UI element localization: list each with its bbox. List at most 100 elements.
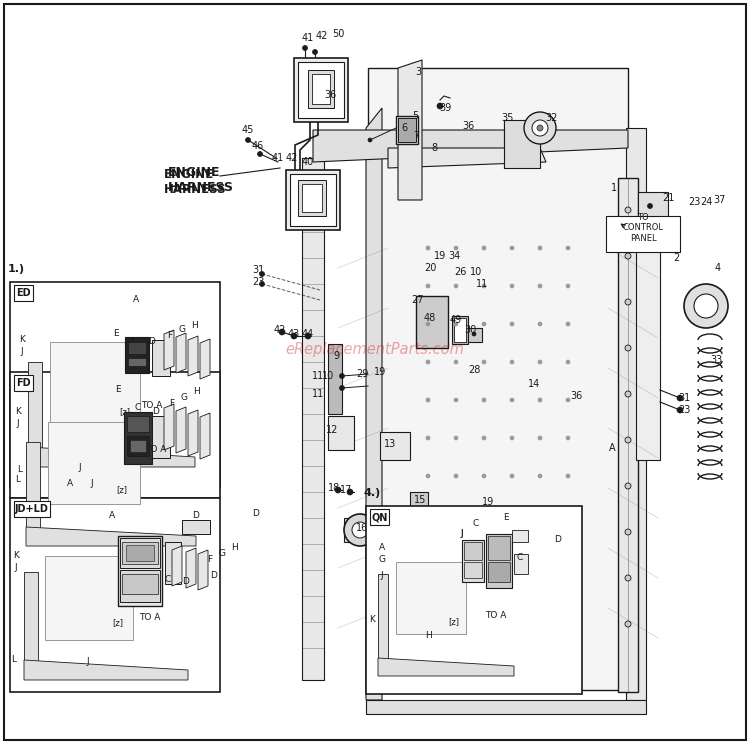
Circle shape [482, 474, 486, 478]
Polygon shape [188, 410, 198, 456]
Text: 11: 11 [476, 279, 488, 289]
Bar [182, 520, 210, 534]
Text: 32: 32 [546, 113, 558, 123]
Bar [120, 570, 160, 602]
Bar [606, 216, 680, 252]
Text: 10: 10 [470, 267, 482, 277]
Circle shape [677, 407, 683, 413]
Polygon shape [28, 362, 42, 450]
Circle shape [510, 512, 514, 516]
Text: A: A [67, 479, 73, 489]
Bar [45, 556, 133, 640]
Circle shape [532, 120, 548, 136]
Text: 23: 23 [252, 277, 264, 287]
Circle shape [426, 436, 430, 440]
Polygon shape [380, 432, 410, 460]
Circle shape [32, 431, 38, 437]
Bar [48, 422, 140, 504]
Polygon shape [636, 220, 660, 460]
Text: 7: 7 [413, 131, 419, 141]
Bar [286, 170, 340, 230]
Bar [464, 562, 482, 578]
Bar [396, 116, 418, 144]
Circle shape [426, 512, 430, 516]
Circle shape [115, 607, 121, 613]
Text: 23: 23 [678, 405, 690, 415]
Bar [124, 412, 152, 464]
Text: 39: 39 [439, 103, 452, 113]
Circle shape [538, 398, 542, 402]
Bar [128, 342, 146, 354]
Bar [14, 501, 50, 517]
Bar [410, 492, 428, 556]
Circle shape [335, 487, 341, 493]
Bar [462, 540, 484, 582]
Circle shape [454, 360, 458, 364]
Circle shape [257, 152, 262, 156]
Text: 2.): 2.) [8, 354, 26, 364]
Polygon shape [368, 68, 628, 690]
Text: 20: 20 [482, 509, 494, 519]
Circle shape [426, 322, 430, 326]
Polygon shape [366, 700, 646, 714]
Text: 16: 16 [356, 523, 368, 533]
Bar [396, 562, 466, 634]
Text: 42: 42 [286, 153, 298, 163]
Bar [416, 296, 448, 348]
Text: ENGINE
HARNESS: ENGINE HARNESS [168, 166, 234, 194]
Text: 27: 27 [412, 295, 424, 305]
Polygon shape [200, 339, 210, 379]
Polygon shape [378, 574, 388, 661]
Circle shape [566, 322, 570, 326]
Polygon shape [626, 128, 646, 700]
Text: F: F [167, 332, 172, 341]
Circle shape [625, 437, 631, 443]
Text: 49: 49 [450, 315, 462, 325]
Bar [452, 316, 468, 344]
Circle shape [625, 575, 631, 581]
Circle shape [538, 474, 542, 478]
Text: J: J [460, 530, 464, 539]
Circle shape [344, 514, 376, 546]
Text: 28: 28 [468, 365, 480, 375]
Text: 42: 42 [316, 31, 328, 41]
Bar [398, 118, 416, 142]
Text: 6: 6 [401, 123, 407, 133]
Text: 8: 8 [431, 143, 437, 153]
Text: G: G [178, 326, 185, 335]
Text: D: D [253, 510, 260, 519]
Polygon shape [504, 120, 540, 168]
Circle shape [426, 284, 430, 288]
Bar [298, 180, 326, 216]
Text: TO
CONTROL
PANEL: TO CONTROL PANEL [622, 213, 664, 243]
Circle shape [482, 512, 486, 516]
Text: 48: 48 [424, 313, 436, 323]
Text: 11: 11 [312, 371, 324, 381]
Text: 34: 34 [448, 251, 460, 261]
Text: 18: 18 [328, 483, 340, 493]
Polygon shape [198, 550, 208, 590]
Circle shape [677, 395, 683, 401]
Circle shape [625, 621, 631, 627]
Text: H: H [231, 544, 237, 553]
Bar [488, 562, 510, 582]
Text: J: J [21, 347, 23, 356]
Circle shape [482, 322, 486, 326]
Polygon shape [186, 548, 196, 588]
Circle shape [291, 333, 297, 339]
Bar [10, 498, 220, 692]
Bar [10, 372, 220, 498]
Circle shape [538, 512, 542, 516]
Circle shape [454, 246, 458, 250]
Circle shape [426, 246, 430, 250]
Polygon shape [398, 60, 422, 200]
Text: K: K [13, 551, 19, 560]
Text: 12: 12 [326, 425, 338, 435]
Circle shape [510, 474, 514, 478]
Bar [50, 342, 140, 432]
Text: F: F [208, 556, 212, 565]
Circle shape [566, 512, 570, 516]
Circle shape [625, 253, 631, 259]
Text: F: F [472, 551, 476, 560]
Circle shape [625, 299, 631, 305]
